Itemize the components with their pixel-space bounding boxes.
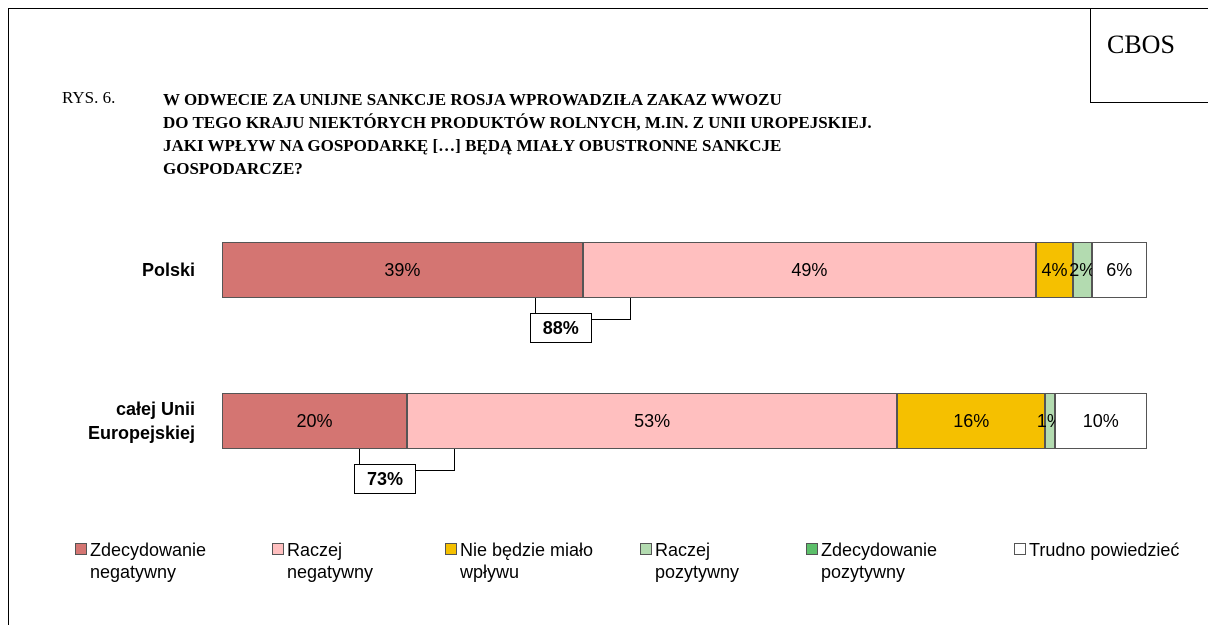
legend-swatch <box>640 543 652 555</box>
data-label: 20% <box>296 410 333 431</box>
bar-segment: 4% <box>1036 242 1073 298</box>
legend-label: Raczej negatywny <box>287 540 374 582</box>
legend-swatch <box>272 543 284 555</box>
data-label: 6% <box>1106 259 1133 280</box>
data-label: 53% <box>634 410 671 431</box>
legend-label: Nie będzie miało wpływu <box>460 540 594 582</box>
bar-segment: 39% <box>222 242 583 298</box>
title-line: JAKI WPŁYW NA GOSPODARKĘ […] BĘDĄ MIAŁY … <box>163 136 782 155</box>
category-label: całej Unii Europejskiej <box>87 399 195 443</box>
legend-item: Raczej pozytywny <box>640 539 790 583</box>
data-label: 10% <box>1082 410 1119 431</box>
frame <box>8 8 1208 625</box>
data-label: 16% <box>953 410 990 431</box>
category-label: Polski <box>141 260 195 280</box>
title-line: DO TEGO KRAJU NIEKTÓRYCH PRODUKTÓW ROLNY… <box>163 113 872 132</box>
bracket-label: 73% <box>354 464 416 494</box>
data-label: 2% <box>1069 259 1096 280</box>
chart-title: W ODWECIE ZA UNIJNE SANKCJE ROSJA WPROWA… <box>163 88 872 180</box>
bar-segment: 20% <box>222 393 407 449</box>
figure-number: RYS. 6. <box>62 88 116 107</box>
legend-swatch <box>806 543 818 555</box>
data-label: 49% <box>791 259 828 280</box>
bar-segment: 1% <box>1037 393 1063 449</box>
legend-label: Zdecydowanie negatywny <box>90 540 207 582</box>
bracket-label: 88% <box>529 313 592 343</box>
bar-segment: 16% <box>897 393 1046 449</box>
legend-item: Raczej negatywny <box>272 539 432 583</box>
legend-label: Raczej pozytywny <box>655 540 740 582</box>
legend-item: Trudno powiedzieć <box>1014 539 1194 561</box>
legend-swatch <box>445 543 457 555</box>
legend-item: Zdecydowanie pozytywny <box>806 539 996 583</box>
bar-segment: 49% <box>582 242 1036 298</box>
data-label: 4% <box>1041 259 1068 280</box>
bar-segment: 6% <box>1091 242 1147 298</box>
bar-segment: 10% <box>1054 393 1147 449</box>
bar-segment: 2% <box>1069 242 1095 298</box>
legend-swatch <box>1014 543 1026 555</box>
title-line: GOSPODARCZE? <box>163 159 303 178</box>
bar-segment: 53% <box>407 393 898 449</box>
legend-label: Zdecydowanie pozytywny <box>821 540 938 582</box>
brand: CBOS <box>1090 8 1208 103</box>
legend-item: Nie będzie miało wpływu <box>445 539 625 583</box>
legend-item: Zdecydowanie negatywny <box>75 539 255 583</box>
legend-swatch <box>75 543 87 555</box>
data-label: 39% <box>384 259 421 280</box>
title-line: W ODWECIE ZA UNIJNE SANKCJE ROSJA WPROWA… <box>163 90 782 109</box>
legend-label: Trudno powiedzieć <box>1029 540 1180 560</box>
